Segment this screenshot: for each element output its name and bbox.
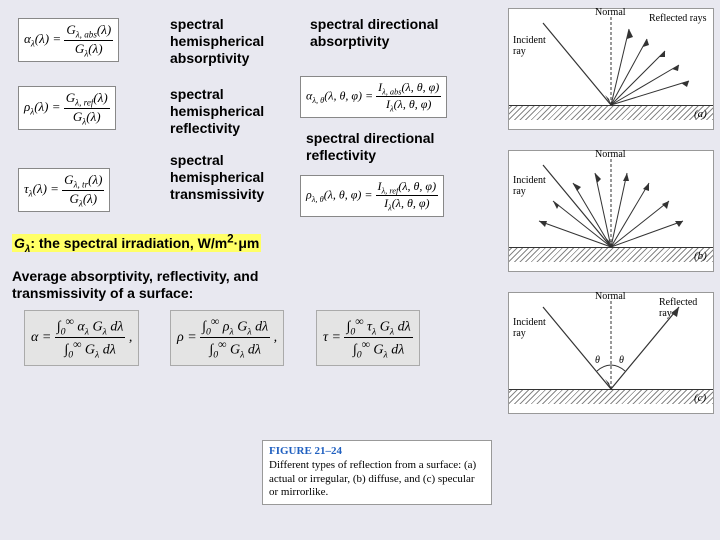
label-reflected-c: Reflected ray (659, 297, 709, 319)
diagram-diffuse-reflection: Normal Incident ray (508, 150, 714, 272)
equation-average-tau: τ = ∫0∞ τλ Gλ dλ ∫0∞ Gλ dλ (316, 310, 420, 366)
diagram-specular-reflection: Normal Incident ray Reflected ray θ θ (508, 292, 714, 414)
equation-average-rho: ρ = ∫0∞ ρλ Gλ dλ ∫0∞ Gλ dλ , (170, 310, 284, 366)
label-reflected-a: Reflected rays (649, 13, 706, 24)
equation-alpha-hemispherical: αλ(λ) = Gλ, abs(λ) Gλ(λ) (18, 18, 119, 62)
label-normal-a: Normal (595, 7, 626, 18)
theta-right: θ (619, 355, 624, 366)
label-reflectivity-hemispherical: spectral hemispherical reflectivity (170, 86, 280, 136)
label-reflectivity-directional: spectral directional reflectivity (306, 130, 466, 164)
tag-a: (a) (694, 108, 707, 120)
label-transmissivity-hemispherical: spectral hemispherical transmissivity (170, 152, 285, 202)
label-incident-b: Incident ray (513, 175, 553, 197)
figure-body: Different types of reflection from a sur… (269, 459, 485, 500)
label-normal-c: Normal (595, 291, 626, 302)
lhs: α (24, 31, 31, 46)
label-incident-c: Incident ray (513, 317, 553, 339)
theta-left: θ (595, 355, 600, 366)
label-normal-b: Normal (595, 149, 626, 160)
figure-title: FIGURE 21–24 (269, 445, 485, 459)
label-absorptivity-hemispherical: spectral hemispherical absorptivity (170, 16, 280, 66)
label-absorptivity-directional: spectral directional absorptivity (310, 16, 470, 50)
average-note: Average absorptivity, reflectivity, and … (12, 268, 332, 302)
equation-rho-directional: ρλ, θ(λ, θ, φ) = Iλ, ref(λ, θ, φ) Iλ(λ, … (300, 175, 444, 217)
tag-b: (b) (694, 250, 707, 262)
equation-average-alpha: α = ∫0∞ αλ Gλ dλ ∫0∞ Gλ dλ , (24, 310, 139, 366)
tag-c: (c) (694, 392, 706, 404)
figure-caption: FIGURE 21–24 Different types of reflecti… (262, 440, 492, 505)
equation-rho-hemispherical: ρλ(λ) = Gλ, ref(λ) Gλ(λ) (18, 86, 116, 130)
equation-alpha-directional: αλ, θ(λ, θ, φ) = Iλ, abs(λ, θ, φ) Iλ(λ, … (300, 76, 447, 118)
label-incident-a: Incident ray (513, 35, 553, 57)
diagram-irregular-reflection: Normal Incident ray Reflected rays (508, 8, 714, 130)
equation-tau-hemispherical: τλ(λ) = Gλ, tr(λ) Gλ(λ) (18, 168, 110, 212)
irradiation-note: Gλ: the spectral irradiation, W/m2·μm (12, 232, 261, 255)
